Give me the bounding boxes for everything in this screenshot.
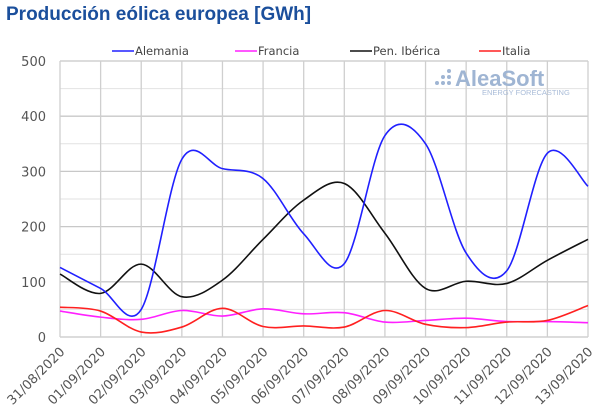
data-point-alemania [424, 142, 428, 146]
legend-item: Alemania [112, 44, 189, 58]
data-point-francia [99, 315, 103, 319]
data-point-italia [261, 325, 265, 329]
data-point-francia [261, 307, 265, 311]
series-line-italia [59, 304, 589, 334]
data-point-pen-ib-rica [58, 272, 62, 276]
data-point-italia [424, 322, 428, 326]
data-point-pen-ib-rica [342, 182, 346, 186]
data-point-italia [220, 306, 224, 310]
data-point-francia [424, 318, 428, 322]
chart-title: Producción eólica europea [GWh] [6, 4, 312, 25]
y-tick-label: 0 [38, 331, 46, 346]
data-point-italia [99, 309, 103, 313]
data-point-pen-ib-rica [505, 281, 509, 285]
data-point-italia [383, 309, 387, 313]
data-point-italia [545, 318, 549, 322]
legend-label: Francia [258, 44, 299, 58]
y-tick-label: 200 [21, 221, 46, 236]
data-point-alemania [383, 134, 387, 138]
grid [59, 60, 589, 338]
legend-item: Francia [235, 44, 299, 58]
series-line-alemania [59, 123, 589, 318]
data-point-pen-ib-rica [383, 231, 387, 235]
svg-text:AleaSoft: AleaSoft [455, 66, 545, 91]
data-point-francia [220, 314, 224, 318]
data-point-francia [383, 320, 387, 324]
data-point-francia [58, 309, 62, 313]
data-point-pen-ib-rica [464, 279, 468, 283]
data-point-francia [302, 312, 306, 316]
data-point-italia [586, 304, 590, 308]
data-point-francia [464, 316, 468, 320]
y-tick-label: 500 [21, 55, 46, 70]
data-point-francia [139, 317, 143, 321]
aleasoft-logo: AleaSoft ENERGY FORECASTING [435, 66, 570, 97]
data-point-francia [342, 311, 346, 315]
data-point-pen-ib-rica [180, 295, 184, 299]
y-tick-label: 400 [21, 110, 46, 125]
data-point-alemania [586, 184, 590, 188]
data-point-italia [342, 325, 346, 329]
data-point-alemania [505, 269, 509, 273]
legend-item: Pen. Ibérica [350, 44, 440, 58]
data-point-pen-ib-rica [220, 278, 224, 282]
svg-text:ENERGY FORECASTING: ENERGY FORECASTING [482, 88, 570, 97]
data-point-italia [302, 324, 306, 328]
data-point-alemania [58, 265, 62, 269]
y-tick-label: 100 [21, 276, 46, 291]
data-point-pen-ib-rica [586, 237, 590, 241]
data-point-francia [586, 321, 590, 325]
data-point-alemania [545, 151, 549, 155]
data-point-alemania [180, 157, 184, 161]
data-point-pen-ib-rica [424, 286, 428, 290]
data-point-italia [505, 320, 509, 324]
data-point-italia [180, 325, 184, 329]
legend-label: Italia [502, 44, 530, 58]
data-point-alemania [99, 286, 103, 290]
legend-item: Italia [479, 44, 530, 58]
data-point-italia [464, 326, 468, 330]
data-point-alemania [220, 167, 224, 171]
data-point-pen-ib-rica [139, 262, 143, 266]
data-point-pen-ib-rica [261, 237, 265, 241]
legend: Alemania Francia Pen. Ibérica Italia [112, 44, 530, 58]
legend-label: Alemania [135, 44, 189, 58]
data-point-alemania [464, 251, 468, 255]
series-line-francia [59, 308, 589, 324]
data-point-alemania [261, 177, 265, 181]
data-point-italia [139, 330, 143, 334]
data-point-pen-ib-rica [302, 198, 306, 202]
data-point-francia [180, 309, 184, 313]
y-tick-label: 300 [21, 165, 46, 180]
data-point-pen-ib-rica [99, 291, 103, 295]
data-point-pen-ib-rica [545, 258, 549, 262]
data-point-alemania [302, 232, 306, 236]
legend-label: Pen. Ibérica [373, 44, 440, 58]
data-point-alemania [139, 307, 143, 311]
data-point-alemania [342, 262, 346, 266]
series-line-pen-ib-rica [59, 181, 589, 298]
data-point-italia [58, 305, 62, 309]
